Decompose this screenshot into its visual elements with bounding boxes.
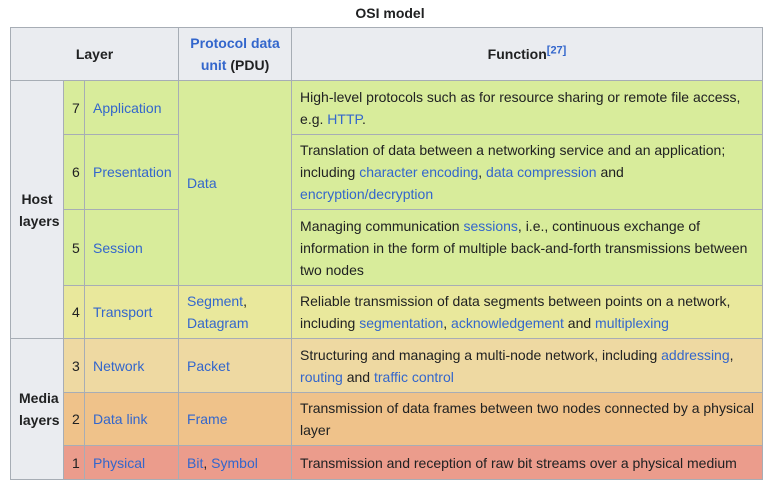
physical-link[interactable]: Physical <box>93 454 146 471</box>
wiki-link[interactable]: routing <box>300 368 343 385</box>
row-session: 5 Session Managing communication session… <box>11 209 763 286</box>
text-segment: Transmission and reception of raw bit st… <box>300 454 737 471</box>
wiki-link[interactable]: encryption/decryption <box>300 186 434 202</box>
header-layer-label: Layer <box>75 46 114 62</box>
wiki-link[interactable]: Symbol <box>211 454 258 471</box>
text-segment: Managing communication <box>300 217 464 234</box>
presentation-link[interactable]: Presentation <box>93 164 172 180</box>
header-row: Layer Protocol data unit (PDU) Function[… <box>9 27 763 81</box>
header-function: Function[27] <box>291 27 763 81</box>
row-physical: 1 Physical Bit, Symbol Transmission and … <box>11 445 763 480</box>
pdu-link[interactable]: Protocol data unit <box>190 35 280 73</box>
layer-name-session: Session <box>83 209 180 286</box>
wiki-link[interactable]: character encoding <box>359 164 479 180</box>
pdu-physical-cell: Bit, Symbol <box>178 445 293 480</box>
host-layers-label: Host layers <box>19 190 60 229</box>
layer-number-1: 1 <box>63 445 85 480</box>
wiki-link[interactable]: addressing <box>661 346 730 363</box>
function-ref: [27] <box>547 44 567 56</box>
row-application: Host layers 7 Application Data High-leve… <box>10 80 763 339</box>
wiki-link[interactable]: multiplexing <box>595 315 669 331</box>
session-link[interactable]: Session <box>93 239 143 256</box>
pdu-data-cell: Data <box>178 80 293 286</box>
text-segment: and <box>342 368 374 385</box>
network-link[interactable]: Network <box>93 357 145 374</box>
layer-name-presentation: Presentation <box>83 134 180 210</box>
text-segment: . <box>362 110 366 127</box>
wiki-link[interactable]: Datagram <box>187 315 249 331</box>
function-session: Managing communication sessions, i.e., c… <box>291 209 763 286</box>
text-segment: , <box>443 315 452 331</box>
text-segment: , i.e., continuous exchange of informati… <box>300 217 748 278</box>
wiki-link[interactable]: Frame <box>187 411 228 427</box>
text-segment: Reliable transmission of data segments b… <box>300 293 731 331</box>
wiki-link[interactable]: traffic control <box>373 368 454 385</box>
function-network: Structuring and managing a multi-node ne… <box>291 338 763 393</box>
wiki-link[interactable]: segmentation <box>359 315 444 331</box>
text-segment: and <box>596 164 624 180</box>
text-segment: , <box>243 293 247 309</box>
text-segment: , <box>203 454 212 471</box>
layer-name-network: Network <box>83 338 180 393</box>
function-datalink: Transmission of data frames between two … <box>291 392 763 446</box>
header-pdu: Protocol data unit (PDU) <box>178 27 293 81</box>
media-layers-cell: Media layers <box>10 338 64 480</box>
transport-link[interactable]: Transport <box>93 304 153 320</box>
header-pdu-suffix: (PDU) <box>226 57 270 73</box>
function-transport: Reliable transmission of data segments b… <box>291 285 763 339</box>
header-function-label: Function <box>487 46 547 62</box>
function-ref-link[interactable]: [27] <box>546 44 567 57</box>
text-segment: Structuring and managing a multi-node ne… <box>300 346 662 363</box>
text-segment: High-level protocols such as for resourc… <box>300 88 741 127</box>
header-layer: Layer <box>9 27 180 81</box>
layer-number-4: 4 <box>63 285 85 339</box>
layer-number-3: 3 <box>63 338 85 393</box>
function-presentation: Translation of data between a networking… <box>291 134 763 210</box>
wiki-link[interactable]: Data <box>187 175 217 191</box>
text-segment: Transmission of data frames between two … <box>300 400 754 438</box>
wiki-link[interactable]: acknowledgement <box>451 315 564 331</box>
pdu-network-cell: Packet <box>178 338 293 393</box>
media-layers-label: Media layers <box>19 390 60 428</box>
layer-name-transport: Transport <box>83 285 180 339</box>
wiki-link[interactable]: data compression <box>486 164 597 180</box>
layer-name-application: Application <box>83 80 180 135</box>
wiki-link[interactable]: Bit <box>187 454 204 471</box>
table-title: OSI model <box>355 5 425 21</box>
wiki-link[interactable]: Packet <box>187 357 230 374</box>
wiki-link[interactable]: sessions <box>463 217 518 234</box>
layer-name-physical: Physical <box>83 445 180 480</box>
function-application: High-level protocols such as for resourc… <box>291 80 763 135</box>
osi-model-table: Layer Protocol data unit (PDU) Function[… <box>9 27 763 480</box>
layer-number-7: 7 <box>63 80 85 135</box>
data-link-link[interactable]: Data link <box>93 411 148 427</box>
row-network: Media layers 3 Network Packet Structurin… <box>10 338 763 480</box>
text-segment: Translation of data between a networking… <box>300 142 726 180</box>
host-layers-cell: Host layers <box>10 80 64 339</box>
text-segment: and <box>563 315 596 331</box>
application-link[interactable]: Application <box>93 99 162 116</box>
wiki-link[interactable]: Segment <box>187 293 244 309</box>
layer-number-5: 5 <box>63 209 85 286</box>
pdu-datalink-cell: Frame <box>178 392 293 446</box>
function-physical: Transmission and reception of raw bit st… <box>291 445 763 480</box>
row-datalink: 2 Data link Frame Transmission of data f… <box>11 392 763 446</box>
row-transport: 4 Transport Segment, Datagram Reliable t… <box>11 285 763 339</box>
pdu-transport-cell: Segment, Datagram <box>178 285 293 339</box>
text-segment: , <box>478 164 487 180</box>
layer-number-6: 6 <box>63 134 85 210</box>
row-presentation: 6 Presentation Translation of data betwe… <box>11 134 763 210</box>
layer-number-2: 2 <box>63 392 85 446</box>
wiki-link[interactable]: HTTP <box>327 110 363 127</box>
text-segment: , <box>729 346 734 363</box>
layer-name-datalink: Data link <box>83 392 180 446</box>
